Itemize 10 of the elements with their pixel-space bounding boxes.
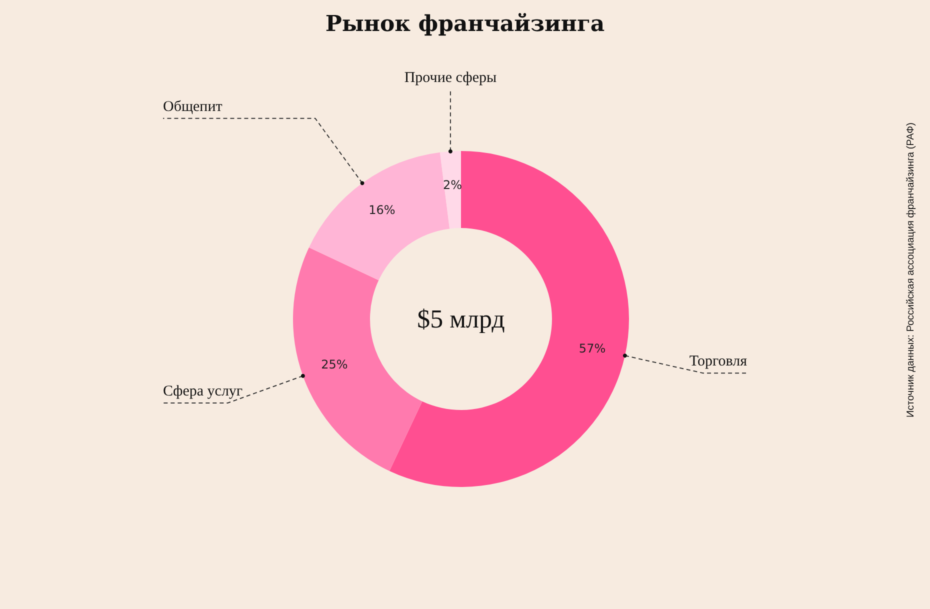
slice-label: Торговля (689, 354, 748, 370)
data-label: 25% (321, 358, 348, 372)
text: Источник данных: Российская ассоциация франчайзинга (РАФ) (906, 122, 916, 418)
slice-label: Общепит (163, 98, 223, 115)
text: $5 млрд (417, 304, 505, 334)
slice-label: Прочие сферы (404, 70, 497, 86)
chart-title: Рынок франчайзинга (325, 11, 605, 37)
data-label: 16% (368, 203, 396, 218)
slice-label: Сфера услуг (163, 384, 243, 400)
data-label: 57% (578, 341, 606, 356)
